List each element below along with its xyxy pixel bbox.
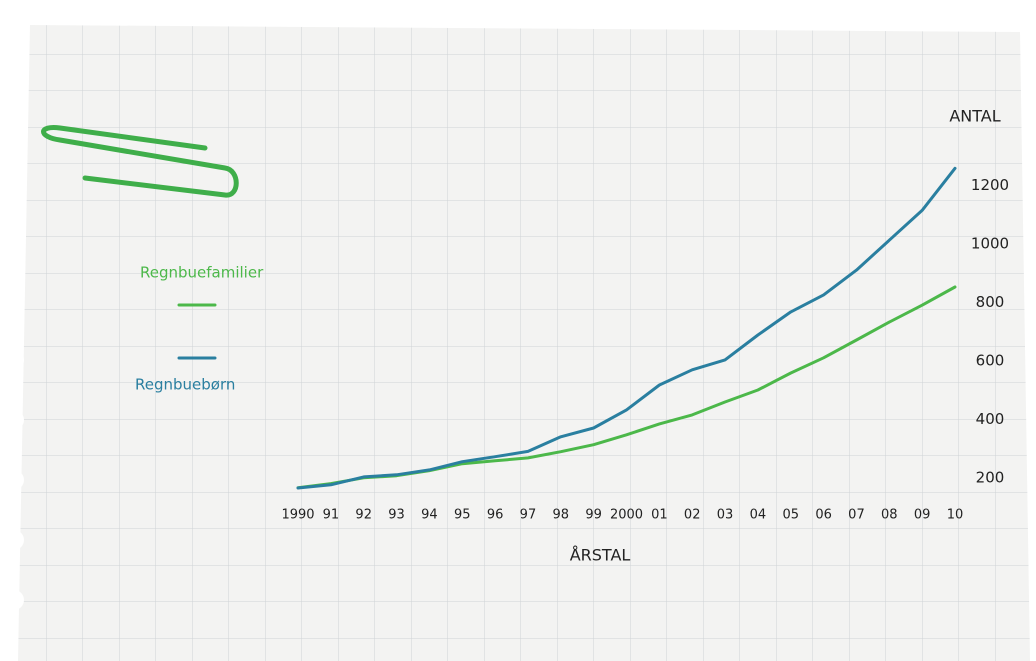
- x-tick-label: 98: [553, 508, 570, 523]
- x-tick-label: 09: [914, 508, 931, 523]
- x-tick-label: 05: [782, 508, 799, 523]
- x-tick-label: 03: [717, 508, 734, 523]
- x-tick-label: 04: [750, 508, 767, 523]
- x-tick-label: 2000: [610, 508, 643, 523]
- x-tick-label: 97: [520, 508, 537, 523]
- y-tick-label: 600: [976, 351, 1005, 369]
- x-tick-label: 06: [815, 508, 832, 523]
- x-tick-label: 96: [487, 508, 504, 523]
- series-line: [296, 166, 957, 490]
- y-tick-label: 400: [976, 410, 1005, 428]
- x-tick-label: 93: [388, 508, 405, 523]
- x-tick-label: 10: [947, 508, 964, 523]
- legend-label: Regnbuebørn: [135, 376, 235, 394]
- paper-grid: [18, 25, 1030, 661]
- torn-edge: [4, 50, 24, 610]
- y-tick-label: 200: [976, 468, 1005, 486]
- x-axis-label: ÅRSTAL: [570, 546, 631, 565]
- y-tick-label: 1000: [971, 234, 1009, 252]
- x-tick-label: 02: [684, 508, 701, 523]
- legend-label: Regnbuefamilier: [140, 264, 264, 282]
- x-tick-label: 99: [585, 508, 602, 523]
- x-tick-label: 07: [848, 508, 865, 523]
- paperclip: [41, 125, 239, 198]
- x-tick-label: 01: [651, 508, 668, 523]
- x-tick-label: 91: [323, 508, 340, 523]
- y-tick-label: 1200: [971, 176, 1009, 194]
- y-tick-label: 800: [976, 293, 1005, 311]
- x-tick-label: 95: [454, 508, 471, 523]
- x-tick-label: 1990: [281, 508, 314, 523]
- x-tick-label: 08: [881, 508, 898, 523]
- x-tick-label: 92: [355, 508, 372, 523]
- x-tick-label: 94: [421, 508, 438, 523]
- y-axis-label: ANTAL: [949, 107, 1000, 126]
